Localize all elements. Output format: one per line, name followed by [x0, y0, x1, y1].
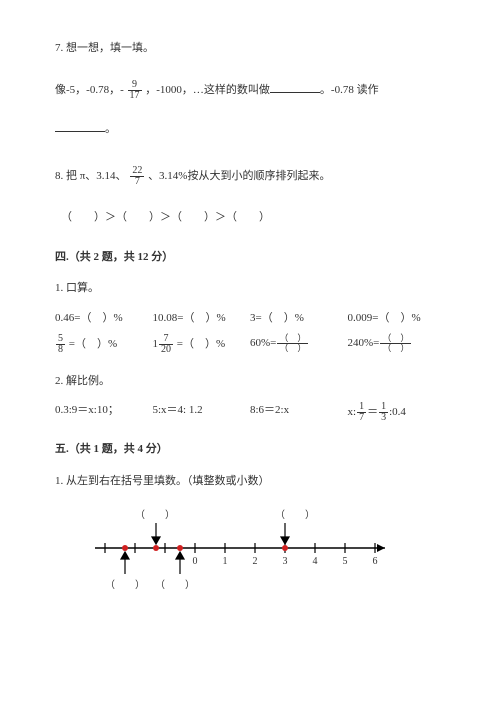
- calc-row-2: 58 =（ ）% 1720 =（ ）% 60%=（ ）（ ） 240%=（ ）（…: [55, 334, 445, 355]
- q7-blank-2: [55, 119, 105, 132]
- q8-fraction: 22 7: [130, 166, 144, 187]
- proportion-row: 0.3:9＝x:10； 5:x＝4: 1.2 8:6＝2:x x:17＝13:0…: [55, 402, 445, 423]
- calc-r1c4: 0.009=（ ）%: [348, 310, 446, 328]
- calc-row-1: 0.46=（ ）% 10.08=（ ）% 3=（ ）% 0.009=（ ）%: [55, 310, 445, 328]
- section-4-head: 四.（共 2 题，共 12 分）: [55, 249, 445, 267]
- paren-bot-2: （ ）: [155, 578, 195, 594]
- svg-text:1: 1: [223, 556, 228, 567]
- section-5-head: 五.（共 1 题，共 4 分）: [55, 441, 445, 459]
- paren-top-2: （ ）: [275, 508, 315, 524]
- q7-text-d: 。: [105, 123, 116, 135]
- q7-body: 像-5，-0.78，- 9 17 ，-1000，…这样的数叫做 。-0.78 读作…: [55, 80, 445, 139]
- q8-title: 8. 把 π、3.14、 22 7 、3.14%按从大到小的顺序排列起来。: [55, 166, 445, 187]
- number-line: （ ） （ ） （ ） （ ） 0: [85, 508, 405, 598]
- calc-r1c2: 10.08=（ ）%: [153, 310, 251, 328]
- svg-text:4: 4: [313, 556, 318, 567]
- sec5-q1: 1. 从左到右在括号里填数。（填整数或小数）: [55, 473, 445, 491]
- svg-text:2: 2: [253, 556, 258, 567]
- q7-blank-1: [270, 80, 320, 93]
- q7-text-c: 。-0.78 读作: [320, 84, 379, 96]
- calc-r2c1: 58 =（ ）%: [55, 334, 153, 355]
- sec4-q1: 1. 口算。: [55, 280, 445, 298]
- svg-text:3: 3: [283, 556, 288, 567]
- calc-r2c3: 60%=（ ）（ ）: [250, 334, 348, 355]
- q7-fraction: 9 17: [128, 80, 142, 101]
- svg-text:0: 0: [193, 556, 198, 567]
- q7-text-b: ，-1000，…这样的数叫做: [145, 84, 270, 96]
- calc-r2c4: 240%=（ ）（ ）: [348, 334, 446, 355]
- calc-r1c3: 3=（ ）%: [250, 310, 348, 328]
- paren-bot-1: （ ）: [105, 578, 145, 594]
- calc-r1c1: 0.46=（ ）%: [55, 310, 153, 328]
- prop-3: 8:6＝2:x: [250, 402, 348, 423]
- q7-text-a: 像-5，-0.78，-: [55, 84, 124, 96]
- q8-comparison: （ ）＞（ ）＞（ ）＞（ ）: [61, 209, 445, 227]
- sec4-q2: 2. 解比例。: [55, 373, 445, 391]
- q7-title: 7. 想一想，填一填。: [55, 40, 445, 58]
- svg-text:6: 6: [373, 556, 378, 567]
- prop-1: 0.3:9＝x:10；: [55, 402, 153, 423]
- svg-text:5: 5: [343, 556, 348, 567]
- calc-r2c2: 1720 =（ ）%: [153, 334, 251, 355]
- prop-2: 5:x＝4: 1.2: [153, 402, 251, 423]
- paren-top-1: （ ）: [135, 508, 175, 524]
- prop-4: x:17＝13:0.4: [348, 402, 446, 423]
